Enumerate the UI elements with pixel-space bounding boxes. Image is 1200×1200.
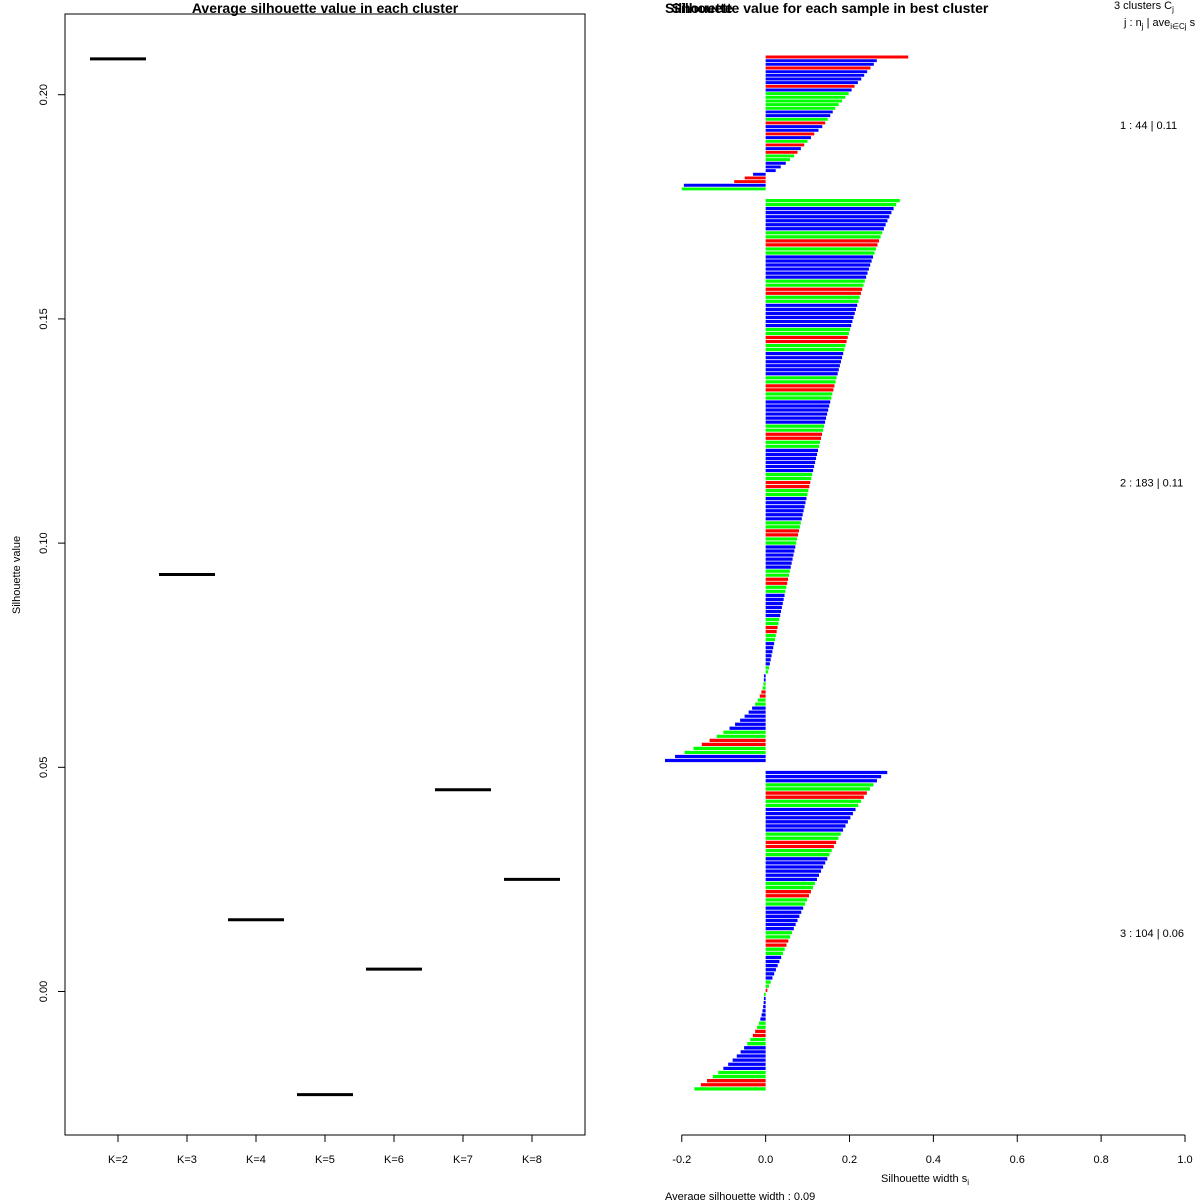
right-x-tick-label: 0.8 — [1093, 1154, 1108, 1166]
left-y-tick-label: 0.10 — [38, 532, 50, 553]
average-silhouette-footer: Average silhouette width : 0.09 — [665, 1191, 815, 1200]
right-x-tick-label: -0.2 — [672, 1154, 691, 1166]
cluster-3-summary: 3 : 104 | 0.06 — [1120, 928, 1184, 940]
cluster-header-line2: j : nj | avei∈Cj s — [1123, 17, 1196, 31]
left-x-tick-label: K=5 — [315, 1154, 335, 1166]
left-y-tick-label: 0.05 — [38, 757, 50, 778]
right-chart-title: Silhouette value for each sample in best… — [672, 0, 989, 16]
right-x-tick-label: 0.2 — [842, 1154, 857, 1166]
left-x-tick-label: K=3 — [177, 1154, 197, 1166]
left-y-tick-label: 0.00 — [38, 981, 50, 1002]
cluster-2-summary: 2 : 183 | 0.11 — [1120, 478, 1183, 490]
right-chart-overlap-title: Silhouette — [665, 0, 733, 16]
left-y-tick-label: 0.20 — [38, 84, 50, 105]
left-x-tick-label: K=8 — [522, 1154, 542, 1166]
left-x-tick-label: K=2 — [108, 1154, 128, 1166]
left-chart-title: Average silhouette value in each cluster — [192, 0, 459, 16]
left-plot-frame — [64, 13, 586, 1136]
left-y-tick-label: 0.15 — [38, 308, 50, 329]
left-x-tick-label: K=7 — [453, 1154, 473, 1166]
cluster-header-line1: 3 clusters Cj — [1114, 0, 1174, 14]
right-x-tick-label: 0.0 — [758, 1154, 773, 1166]
right-x-tick-label: 1.0 — [1177, 1154, 1192, 1166]
right-x-tick-label: 0.4 — [926, 1154, 941, 1166]
left-x-tick-label: K=6 — [384, 1154, 404, 1166]
cluster-1-summary: 1 : 44 | 0.11 — [1120, 120, 1177, 132]
left-y-axis-label: Silhouette value — [11, 536, 23, 614]
right-x-tick-label: 0.6 — [1010, 1154, 1025, 1166]
right-x-axis-label: Silhouette width si — [881, 1173, 969, 1187]
left-x-tick-label: K=4 — [246, 1154, 266, 1166]
